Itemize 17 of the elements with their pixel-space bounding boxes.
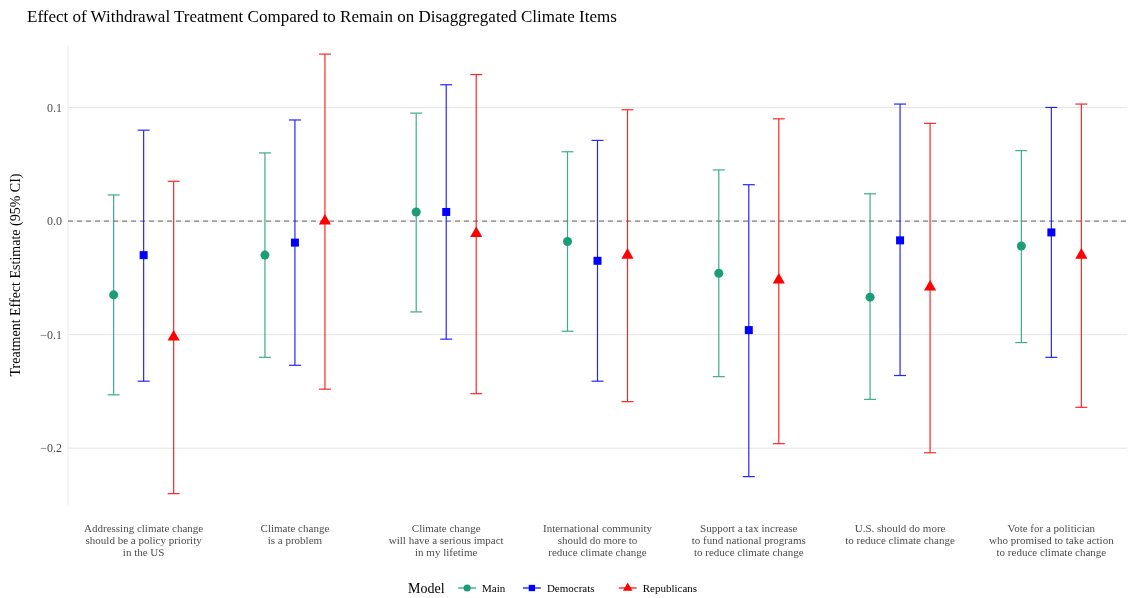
x-tick-label: Climate change is a problem xyxy=(260,522,330,546)
x-tick-label: Climate change will have a serious impact in my lifetime xyxy=(388,522,504,558)
legend-label: Republicans xyxy=(642,581,698,594)
y-tick-label: −0.2 xyxy=(40,441,62,456)
chart-title: Effect of Withdrawal Treatment Compared to Remain on Disaggregated Climate Items xyxy=(27,7,617,26)
x-tick-label: U.S. should do more to reduce climate change xyxy=(845,522,955,546)
y-tick-label: −0.1 xyxy=(40,327,62,342)
legend-label: Democrats xyxy=(546,581,595,594)
y-axis-title: Treatment Effect Estimate (95% CI) xyxy=(8,173,24,377)
x-tick-label: Support a tax increase to fund national programs to reduce climate change xyxy=(691,522,806,558)
x-tick-label: Vote for a politician who promised to take action to reduce climate change xyxy=(989,522,1115,558)
y-tick-label: 0.1 xyxy=(47,100,62,115)
legend-title: Model xyxy=(408,580,445,596)
x-tick-label: International community should do more to reduce climate change xyxy=(542,522,653,558)
y-tick-label: 0.0 xyxy=(47,214,62,229)
legend-label: Main xyxy=(482,581,506,594)
x-tick-label: Addressing climate change should be a policy priority in the US xyxy=(84,522,204,558)
